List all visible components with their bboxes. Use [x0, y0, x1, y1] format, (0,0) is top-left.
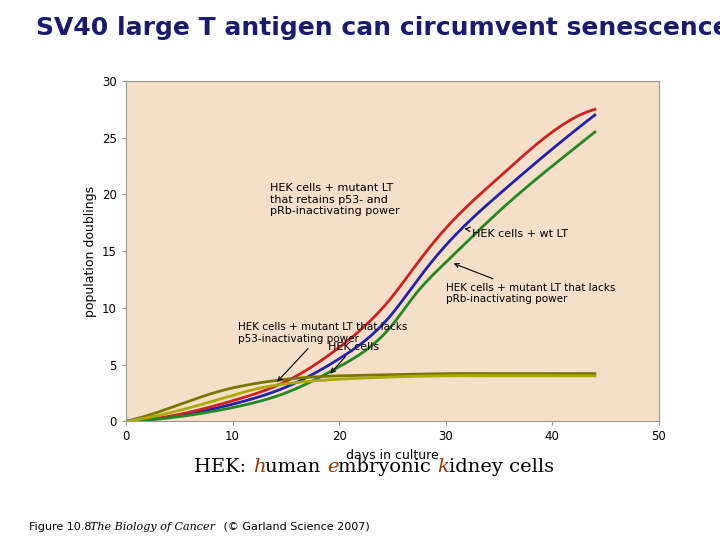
Text: Figure 10.8: Figure 10.8 — [29, 522, 99, 532]
Text: HEK cells + mutant LT that lacks
p53-inactivating power: HEK cells + mutant LT that lacks p53-ina… — [238, 322, 408, 381]
Text: uman: uman — [265, 458, 327, 476]
Text: HEK cells: HEK cells — [328, 342, 379, 373]
Text: k: k — [438, 458, 449, 476]
Text: HEK cells + mutant LT
that retains p53- and
pRb-inactivating power: HEK cells + mutant LT that retains p53- … — [270, 183, 400, 216]
Text: HEK:: HEK: — [194, 458, 253, 476]
Text: SV40 large T antigen can circumvent senescence: SV40 large T antigen can circumvent sene… — [36, 16, 720, 40]
Text: mbryonic: mbryonic — [338, 458, 438, 476]
Text: HEK cells + wt LT: HEK cells + wt LT — [466, 227, 568, 240]
Text: h: h — [253, 458, 265, 476]
Text: The Biology of Cancer: The Biology of Cancer — [90, 522, 215, 532]
Y-axis label: population doublings: population doublings — [84, 186, 96, 316]
Text: HEK cells + mutant LT that lacks
pRb-inactivating power: HEK cells + mutant LT that lacks pRb-ina… — [446, 264, 615, 304]
Text: e: e — [327, 458, 338, 476]
Text: (© Garland Science 2007): (© Garland Science 2007) — [220, 522, 369, 532]
Text: idney cells: idney cells — [449, 458, 554, 476]
X-axis label: days in culture: days in culture — [346, 449, 438, 462]
